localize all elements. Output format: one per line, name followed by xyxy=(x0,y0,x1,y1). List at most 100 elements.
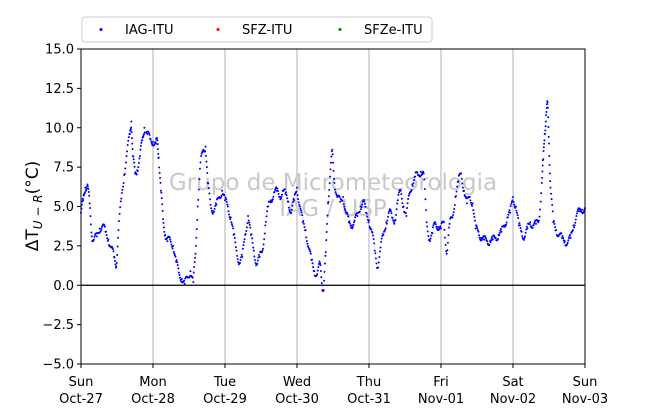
data-point xyxy=(522,238,525,241)
data-point xyxy=(351,225,354,228)
data-point xyxy=(177,267,180,270)
data-point xyxy=(197,198,200,201)
data-point xyxy=(304,229,307,232)
data-point xyxy=(148,133,151,136)
data-point xyxy=(539,208,542,211)
data-point xyxy=(139,148,142,151)
data-point xyxy=(454,195,457,198)
data-point xyxy=(293,199,296,202)
data-point xyxy=(196,218,199,221)
data-point xyxy=(141,139,144,142)
data-point xyxy=(242,244,245,247)
data-point xyxy=(250,233,253,236)
data-point xyxy=(254,261,257,264)
data-point xyxy=(532,224,535,227)
data-point xyxy=(210,207,213,210)
data-point xyxy=(171,247,174,250)
data-point xyxy=(385,222,388,225)
data-point xyxy=(226,205,229,208)
data-point xyxy=(251,241,254,244)
data-point xyxy=(89,223,92,226)
data-point xyxy=(177,271,180,274)
data-point xyxy=(395,213,398,216)
data-point xyxy=(498,231,501,234)
data-point xyxy=(545,103,548,106)
data-point xyxy=(206,171,209,174)
data-point xyxy=(95,235,98,238)
data-point xyxy=(394,219,397,222)
data-point xyxy=(220,194,223,197)
data-point xyxy=(439,225,442,228)
data-point xyxy=(460,177,463,180)
data-point xyxy=(193,266,196,268)
data-point xyxy=(324,254,327,257)
data-point xyxy=(457,180,460,183)
data-point xyxy=(248,223,251,226)
watermark: Grupo de Micrometeorologia IAG / USP xyxy=(169,170,497,222)
data-point xyxy=(236,254,239,257)
data-point xyxy=(344,209,347,212)
data-point xyxy=(205,166,208,169)
data-point xyxy=(446,241,449,244)
y-tick-label: 7.5 xyxy=(53,161,74,176)
data-point xyxy=(290,208,293,211)
data-point xyxy=(139,155,142,158)
data-point xyxy=(566,241,569,244)
data-point xyxy=(551,210,554,213)
data-point xyxy=(198,167,201,170)
data-point xyxy=(333,177,336,180)
data-point xyxy=(451,216,454,219)
data-point xyxy=(296,194,299,197)
data-point xyxy=(550,192,553,195)
data-point xyxy=(497,238,500,240)
x-tick-day: Sun xyxy=(573,375,598,390)
data-point xyxy=(106,237,109,240)
data-point xyxy=(320,276,323,279)
data-point xyxy=(407,194,410,197)
data-point xyxy=(395,208,398,211)
data-point xyxy=(131,147,134,150)
data-point xyxy=(130,120,133,123)
data-point xyxy=(285,194,288,197)
data-point xyxy=(297,198,300,201)
data-point xyxy=(448,226,451,229)
data-point xyxy=(173,254,176,257)
data-point xyxy=(511,199,514,202)
data-point xyxy=(214,202,217,205)
data-point xyxy=(154,142,157,145)
data-point xyxy=(465,202,468,205)
data-point xyxy=(85,189,88,192)
data-point xyxy=(87,187,90,190)
x-tick-day: Wed xyxy=(283,375,311,390)
data-point xyxy=(347,215,350,218)
data-point xyxy=(360,206,363,209)
data-point xyxy=(512,196,514,199)
data-point xyxy=(265,215,268,218)
legend-box xyxy=(81,16,433,43)
data-point xyxy=(488,243,491,246)
data-point xyxy=(542,146,545,149)
data-point xyxy=(338,196,341,199)
data-point xyxy=(123,173,126,176)
data-point xyxy=(405,214,408,217)
data-point xyxy=(215,203,218,206)
data-point xyxy=(150,140,153,143)
data-point xyxy=(356,214,359,217)
data-point xyxy=(516,214,519,217)
data-point xyxy=(279,197,282,200)
data-point xyxy=(535,222,538,225)
data-point xyxy=(119,206,122,209)
data-point xyxy=(253,255,256,258)
data-point xyxy=(92,238,95,241)
data-point xyxy=(406,207,409,210)
data-point xyxy=(121,188,124,191)
data-point xyxy=(140,141,143,144)
data-point xyxy=(520,230,523,233)
data-point xyxy=(510,202,513,205)
data-point xyxy=(320,282,323,285)
x-axis-ticks: Sun Oct-27 Mon Oct-28 Tue Oct-29 Wed Oct-30 Thu O… xyxy=(59,364,608,407)
data-point xyxy=(361,200,364,203)
data-point xyxy=(407,198,410,201)
data-point xyxy=(446,249,449,252)
data-point xyxy=(210,209,213,212)
